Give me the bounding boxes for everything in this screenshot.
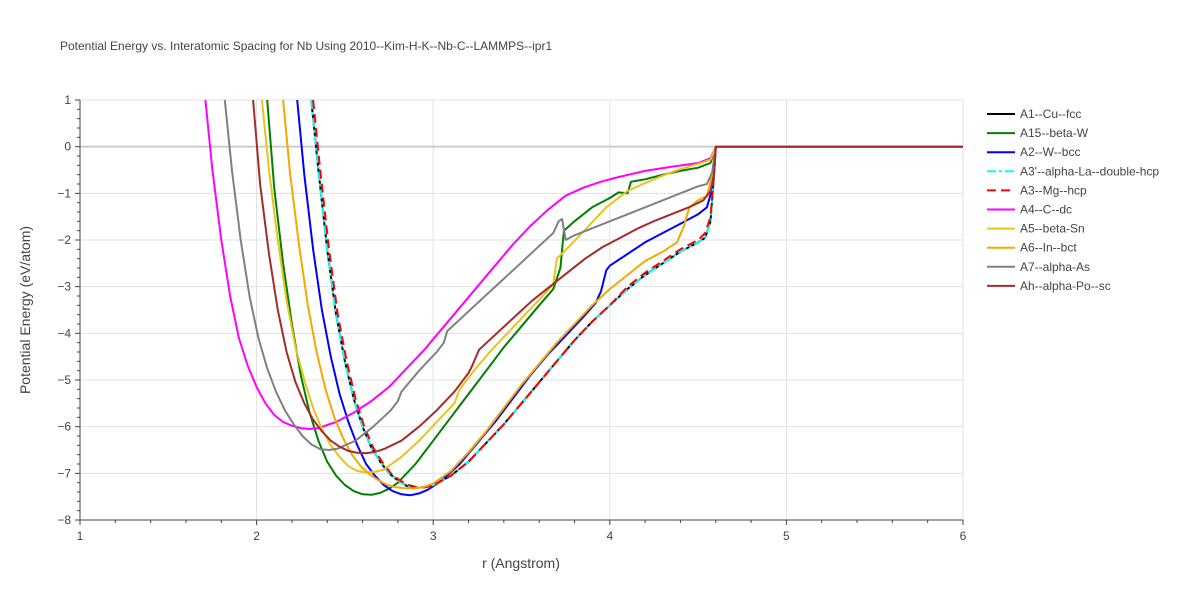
legend: A1--Cu--fcc A15--beta-W A2--W--bcc A3'--alp… [987,107,1159,293]
series-line-a3-alpha-la-double-hcp [310,100,963,489]
legend-label: A6--In--bct [1020,241,1077,255]
x-tick-label: 6 [960,529,967,543]
legend-label: A15--beta-W [1020,126,1089,140]
series-line-a5-beta-sn [260,100,963,474]
legend-label: A2--W--bcc [1020,145,1080,159]
legend-item-a4-c-dc[interactable]: A4--C--dc [987,203,1072,217]
y-axis-title: Potential Energy (eV/atom) [17,226,33,394]
series-line-a3-mg-hcp [312,100,963,489]
x-tick-label: 4 [606,529,613,543]
legend-item-ah-alpha-po-sc[interactable]: Ah--alpha-Po--sc [987,279,1111,293]
legend-item-a15-beta-w[interactable]: A15--beta-W [987,126,1089,140]
y-tick-label: 0 [64,140,71,154]
legend-item-a6-in-bct[interactable]: A6--In--bct [987,241,1077,255]
legend-label: A5--beta-Sn [1020,222,1085,236]
legend-label: A1--Cu--fcc [1020,107,1081,121]
y-tick-label: −8 [57,513,71,527]
x-tick-label: 1 [77,529,84,543]
legend-item-a5-beta-sn[interactable]: A5--beta-Sn [987,222,1085,236]
y-tick-label: 1 [64,93,71,107]
grid [80,99,964,520]
series-line-a7-alpha-as [223,100,963,451]
series-line-a1-cu-fcc [310,100,963,489]
y-tick-label: −4 [57,326,71,340]
y-tick-label: −7 [57,466,71,480]
y-tick-label: −2 [57,233,71,247]
x-tick-label: 3 [430,529,437,543]
plot-area [204,100,963,497]
legend-item-a1-cu-fcc[interactable]: A1--Cu--fcc [987,107,1081,121]
chart-title: Potential Energy vs. Interatomic Spacing… [60,39,552,53]
y-tick-label: −6 [57,420,71,434]
legend-label: A4--C--dc [1020,203,1072,217]
series-line-a4-c-dc [204,100,963,430]
legend-label: A3--Mg--hcp [1020,183,1087,197]
legend-item-a3-mg-hcp[interactable]: A3--Mg--hcp [987,183,1087,197]
x-axis-title: r (Angstrom) [482,555,560,571]
legend-label: A3'--alpha-La--double-hcp [1020,164,1159,178]
legend-label: Ah--alpha-Po--sc [1020,279,1111,293]
series-line-a2-w-bcc [296,100,963,497]
y-tick-label: −3 [57,280,71,294]
series-line-a15-beta-w [266,100,963,496]
legend-item-a2-w-bcc[interactable]: A2--W--bcc [987,145,1080,159]
legend-label: A7--alpha-As [1020,260,1090,274]
legend-item-a7-alpha-as[interactable]: A7--alpha-As [987,260,1090,274]
x-tick-label: 5 [783,529,790,543]
y-tick-label: −5 [57,373,71,387]
legend-item-a3-alpha-la-double-hcp[interactable]: A3'--alpha-La--double-hcp [987,164,1159,178]
series-line-ah-alpha-po-sc [252,100,963,455]
axes: 1 2 3 4 5 6 1 0 −1 −2 −3 −4 −5 −6 −7 −8 [57,93,966,543]
x-tick-label: 2 [253,529,260,543]
y-tick-label: −1 [57,186,71,200]
series-line-a6-in-bct [282,100,963,490]
